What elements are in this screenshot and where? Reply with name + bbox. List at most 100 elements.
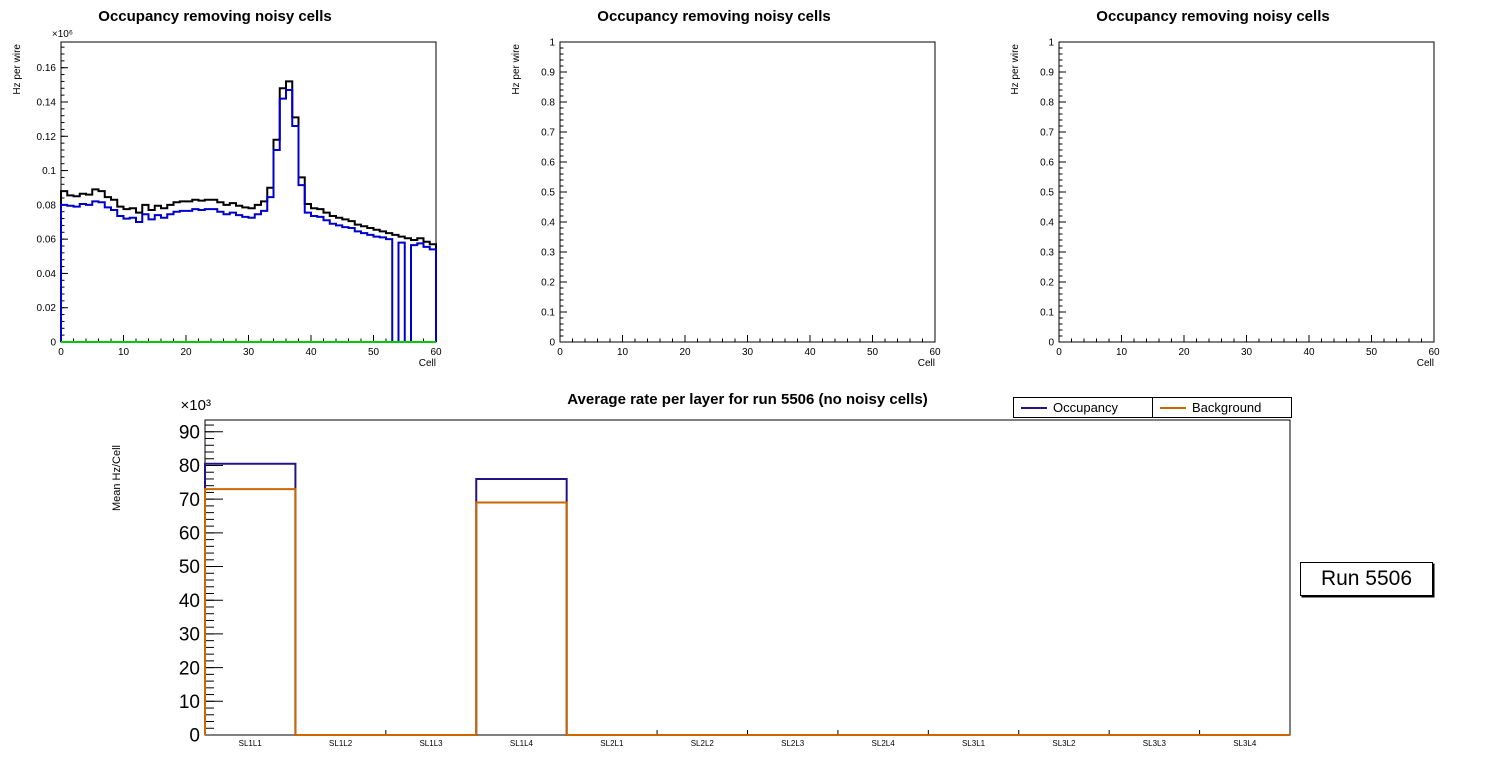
svg-text:60: 60 (430, 347, 442, 358)
svg-text:60: 60 (1428, 347, 1440, 358)
svg-text:0.6: 0.6 (541, 158, 555, 169)
svg-text:70: 70 (179, 490, 200, 511)
svg-text:30: 30 (742, 347, 754, 358)
svg-text:50: 50 (1366, 347, 1378, 358)
axes (559, 41, 936, 343)
svg-text:0.5: 0.5 (1040, 188, 1054, 199)
occupancy-hist-2-plot: 00.10.20.30.40.50.60.70.80.910 10 20 30 40 50… (511, 38, 941, 370)
svg-text:40: 40 (804, 347, 816, 358)
legend-entry-background: Background (1152, 398, 1291, 417)
svg-text:20: 20 (1178, 347, 1190, 358)
svg-text:60: 60 (179, 524, 200, 545)
svg-text:10: 10 (118, 347, 130, 358)
svg-text:1: 1 (549, 38, 555, 49)
plot-frame (1058, 41, 1435, 343)
svg-text:0: 0 (58, 347, 64, 358)
svg-text:0.3: 0.3 (541, 248, 555, 259)
svg-text:0.6: 0.6 (1040, 158, 1054, 169)
svg-text:40: 40 (305, 347, 317, 358)
chart-title-occupancy-1: Occupancy removing noisy cells (98, 8, 332, 25)
legend: Occupancy Background (1013, 397, 1292, 418)
axis-labels: 0 0.02 0.04 0.06 0.08 0.1 0.12 0.14 0.16 0 10 20 30 4… (12, 29, 442, 369)
series-occupancy-all-cells (60, 80, 437, 342)
svg-text:30: 30 (1241, 347, 1253, 358)
plot-frame (204, 419, 1291, 736)
svg-text:10: 10 (179, 692, 200, 713)
legend-entry-occupancy: Occupancy (1014, 398, 1152, 417)
svg-text:20: 20 (180, 347, 192, 358)
svg-text:0.9: 0.9 (1040, 68, 1054, 79)
svg-text:50: 50 (179, 557, 200, 578)
svg-text:0.3: 0.3 (1040, 248, 1054, 259)
pad-average-rate: 0 10 20 30 40 50 60 70 80 90 SL1L1 SL1L2 SL1L3 SL1L4 S… (0, 385, 1496, 772)
series (60, 80, 437, 343)
x-axis-title: Cell (1417, 358, 1434, 369)
svg-text:80: 80 (179, 456, 200, 477)
svg-text:0.04: 0.04 (37, 269, 57, 280)
svg-text:0.7: 0.7 (541, 128, 555, 139)
svg-text:0.4: 0.4 (1040, 218, 1054, 229)
chart-title-occupancy-2: Occupancy removing noisy cells (597, 8, 831, 25)
svg-text:10: 10 (617, 347, 629, 358)
svg-text:0: 0 (50, 338, 56, 349)
svg-text:SL1L1: SL1L1 (239, 739, 263, 748)
run-label: Run 5506 (1320, 567, 1413, 590)
svg-text:0.1: 0.1 (42, 166, 56, 177)
svg-text:SL3L2: SL3L2 (1052, 739, 1076, 748)
y-axis-scale-factor: ×10³ (181, 397, 211, 414)
axis-labels: 0 10 20 30 40 50 60 70 80 90 SL1L1 SL1L2 SL1L3 SL1L4 S… (111, 397, 1257, 748)
chart-title-average-rate: Average rate per layer for run 5506 (no … (567, 391, 928, 408)
svg-text:0.4: 0.4 (541, 218, 555, 229)
svg-text:50: 50 (368, 347, 380, 358)
plot-frame (559, 41, 936, 343)
legend-label-background: Background (1192, 400, 1262, 415)
y-axis-scale-factor: ×10⁶ (52, 29, 73, 40)
occupancy-hist-1-plot: 0 0.02 0.04 0.06 0.08 0.1 0.12 0.14 0.16 0 10 20 30 4… (12, 29, 442, 369)
svg-text:SL1L3: SL1L3 (419, 739, 443, 748)
svg-text:0: 0 (549, 338, 555, 349)
axes (1058, 41, 1435, 343)
svg-text:0.7: 0.7 (1040, 128, 1054, 139)
series (204, 462, 1290, 736)
pad-occupancy-hist-3: 0 0.1 0.2 0.3 0.4 0.5 0.6 0.7 0.8 0.9 1 0 10 20 30 40 50… (998, 0, 1496, 385)
svg-text:20: 20 (179, 658, 200, 679)
svg-text:0.8: 0.8 (541, 98, 555, 109)
y-axis-title: Hz per wire (1010, 44, 1021, 95)
y-axis-title: Hz per wire (511, 44, 522, 95)
svg-text:30: 30 (179, 625, 200, 646)
run-label-box: Run 5506 (1300, 562, 1433, 596)
x-axis-title: Cell (419, 358, 436, 369)
svg-text:90: 90 (179, 422, 200, 443)
svg-text:30: 30 (243, 347, 255, 358)
svg-text:SL1L2: SL1L2 (329, 739, 353, 748)
svg-text:0.16: 0.16 (37, 63, 57, 74)
svg-text:10: 10 (1116, 347, 1128, 358)
svg-text:50: 50 (867, 347, 879, 358)
axis-labels: 00.10.20.30.40.50.60.70.80.910 10 20 30 40 50… (1010, 38, 1440, 370)
svg-text:0.1: 0.1 (541, 308, 555, 319)
legend-label-occupancy: Occupancy (1053, 400, 1119, 415)
axes (204, 419, 1291, 736)
svg-text:0: 0 (189, 726, 200, 747)
svg-text:40: 40 (179, 591, 200, 612)
svg-text:0: 0 (1056, 347, 1062, 358)
svg-text:0.8: 0.8 (1040, 98, 1054, 109)
occupancy-hist-3-plot: 00.10.20.30.40.50.60.70.80.910 10 20 30 40 50… (1010, 38, 1440, 370)
svg-text:SL2L4: SL2L4 (872, 739, 896, 748)
pad-occupancy-hist-1: 0 0.02 0.04 0.06 0.08 0.1 0.12 0.14 0.16 0 10 20 30 4… (0, 0, 499, 385)
svg-text:40: 40 (1303, 347, 1315, 358)
x-axis-title: Cell (918, 358, 935, 369)
series-occupancy-no-noisy-cells (60, 89, 437, 343)
legend-line-occupancy (1021, 406, 1047, 409)
y-axis-title: Hz per wire (12, 44, 23, 95)
pad-occupancy-hist-2: 0 0.1 0.2 0.3 0.4 0.5 0.6 0.7 0.8 0.9 1 0 10 20 30 40 50… (499, 0, 998, 385)
svg-text:SL2L2: SL2L2 (691, 739, 715, 748)
chart-title-occupancy-3: Occupancy removing noisy cells (1096, 8, 1330, 25)
svg-text:0: 0 (1048, 338, 1054, 349)
axes (60, 41, 437, 343)
svg-text:0.2: 0.2 (541, 278, 555, 289)
svg-text:0.1: 0.1 (1040, 308, 1054, 319)
svg-text:0.5: 0.5 (541, 188, 555, 199)
svg-text:0: 0 (557, 347, 563, 358)
svg-text:SL3L1: SL3L1 (962, 739, 986, 748)
